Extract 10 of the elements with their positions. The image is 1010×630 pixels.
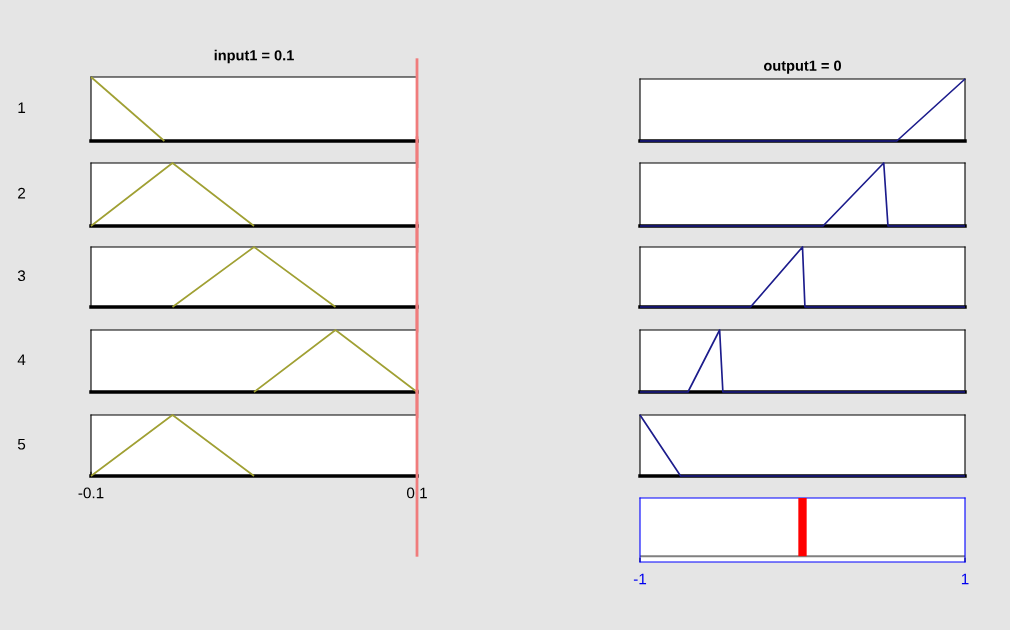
x-tick-label: -1 (633, 573, 647, 585)
y-axis-title: 2 (18, 187, 26, 199)
x-tick-label: 0.1 (406, 487, 427, 499)
y-axis-title: 4 (17, 354, 26, 365)
x-tick-label: -0.1 (78, 487, 104, 499)
chart-title: output1 = 0 (763, 60, 841, 74)
y-axis-title: 3 (17, 270, 26, 282)
y-axis-title: 1 (18, 102, 26, 113)
chart-title: input1 = 0.1 (214, 49, 294, 64)
y-axis-title: 5 (17, 438, 26, 450)
